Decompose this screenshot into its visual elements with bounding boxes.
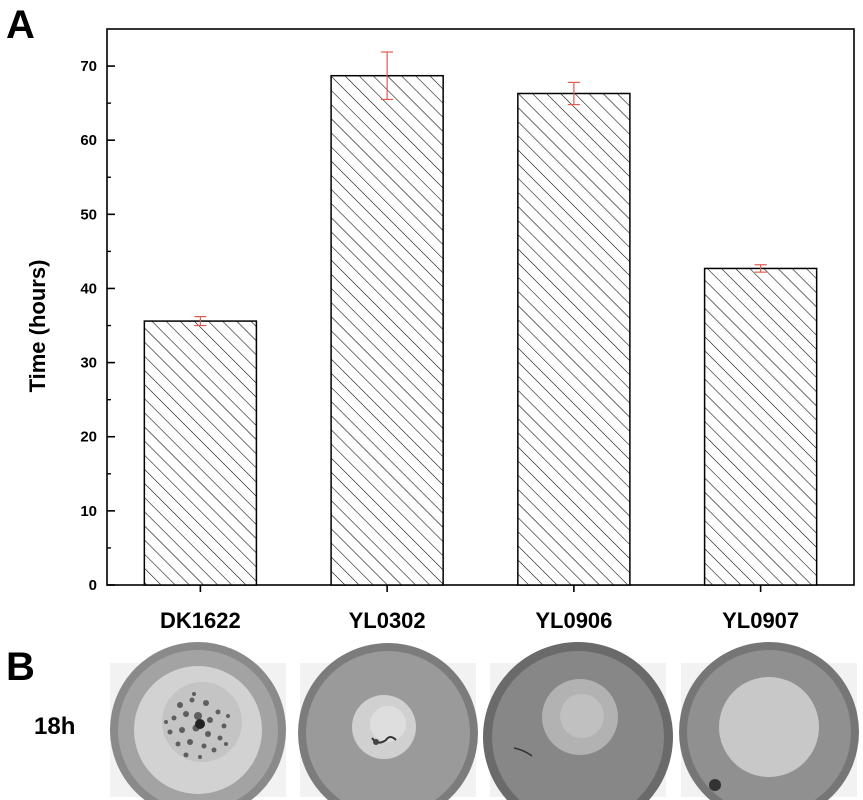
x-category-label: DK1622 (160, 608, 241, 633)
error-bar-yl0906 (567, 81, 580, 106)
y-axis-title: Time (hours) (25, 260, 50, 393)
colony-image-yl0907 (679, 642, 859, 800)
colony-image-dk1622 (110, 642, 286, 800)
panel-label-a: A (6, 3, 35, 47)
error-bar-yl0907 (754, 264, 767, 273)
bars (143, 74, 818, 586)
x-axis-categories: DK1622 YL0302 YL0906 YL0907 (160, 585, 799, 633)
x-category-label: YL0302 (349, 608, 426, 633)
colony-image-yl0302 (298, 643, 478, 800)
colony-image-yl0906 (483, 642, 673, 800)
x-category-label: YL0906 (535, 608, 612, 633)
y-tick-label: 70 (80, 58, 97, 75)
bar-yl0302 (330, 74, 444, 586)
panel-label-b: B (6, 645, 35, 689)
y-axis-ticks: 0 10 20 30 40 50 60 70 (80, 58, 115, 594)
row-label-18h: 18h (34, 713, 75, 740)
plot-frame (106, 28, 855, 586)
bar-yl0907 (703, 267, 818, 586)
y-tick-label: 10 (80, 503, 97, 520)
error-bar-yl0302 (381, 51, 394, 101)
y-tick-label: 30 (80, 355, 97, 372)
error-bar-dk1622 (194, 316, 207, 327)
y-tick-label: 0 (89, 577, 97, 594)
y-tick-label: 60 (80, 132, 97, 149)
bar-dk1622 (143, 320, 258, 586)
x-category-label: YL0907 (722, 608, 799, 633)
error-bars (194, 51, 767, 327)
bar-yl0906 (517, 92, 631, 586)
y-tick-label: 40 (80, 280, 97, 297)
y-tick-label: 20 (80, 429, 97, 446)
y-tick-label: 50 (80, 206, 97, 223)
